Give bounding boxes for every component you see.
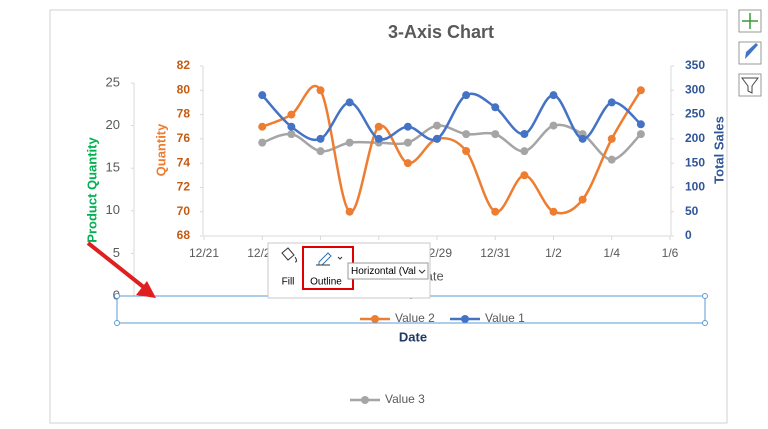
y2-tick-label: 0 xyxy=(685,228,692,242)
y2-tick-label: 50 xyxy=(685,204,699,218)
arrow-shaft xyxy=(86,241,148,291)
legend-label: Value 3 xyxy=(385,392,425,406)
plus-icon xyxy=(742,13,758,29)
data-point xyxy=(316,86,325,95)
y2-tick-label: 150 xyxy=(685,155,705,169)
data-point xyxy=(520,171,529,180)
dropdown-text[interactable]: Horizontal (Val xyxy=(351,266,416,277)
data-point xyxy=(345,98,354,107)
data-point xyxy=(636,120,645,129)
outline-caret xyxy=(337,256,343,260)
data-point xyxy=(316,134,325,143)
legend-marker xyxy=(461,315,469,323)
data-point xyxy=(491,130,500,139)
data-point xyxy=(316,147,325,156)
data-point xyxy=(258,122,267,131)
y3-tick-label: 15 xyxy=(106,160,120,175)
handle[interactable] xyxy=(702,320,708,326)
legend-marker xyxy=(361,396,369,404)
y-tick-label: 70 xyxy=(177,204,191,218)
data-point xyxy=(374,122,383,131)
data-point xyxy=(462,91,471,100)
data-point xyxy=(403,122,412,131)
chart-title: 3-Axis Chart xyxy=(388,22,494,42)
x-tick-label: 12/21 xyxy=(189,246,219,260)
data-point xyxy=(287,130,296,139)
y-tick-label: 82 xyxy=(177,58,191,72)
dropdown-caret xyxy=(418,269,426,274)
mini-toolbar: Fill Outline Horizontal (Val xyxy=(267,242,431,299)
y2-axis-title: Total Sales xyxy=(711,116,726,184)
y-tick-label: 72 xyxy=(177,180,191,194)
y-tick-label: 76 xyxy=(177,131,191,145)
data-point xyxy=(258,91,267,100)
element-dropdown[interactable] xyxy=(347,262,429,280)
data-point xyxy=(607,134,616,143)
filter-button[interactable] xyxy=(738,73,762,97)
y-axis-title: Quantity xyxy=(153,123,168,176)
data-point xyxy=(549,207,558,216)
data-point xyxy=(403,138,412,147)
data-point xyxy=(520,130,529,138)
data-point xyxy=(607,155,616,164)
y3-tick-label: 5 xyxy=(113,245,120,260)
brush-icon xyxy=(745,43,758,59)
chart-frame xyxy=(49,9,728,424)
legend-label: Value 1 xyxy=(485,311,525,325)
y2-tick-label: 100 xyxy=(685,180,705,194)
data-point xyxy=(578,134,587,143)
data-point xyxy=(636,86,645,95)
legend-marker xyxy=(371,315,379,323)
y3-tick-label: 10 xyxy=(106,202,120,217)
y-tick-label: 68 xyxy=(177,228,191,242)
y3-tick-label: 25 xyxy=(106,74,120,89)
data-point xyxy=(433,121,441,130)
handle[interactable] xyxy=(114,320,120,326)
data-point xyxy=(374,134,383,143)
fill-icon[interactable] xyxy=(281,247,297,263)
y2-tick-label: 350 xyxy=(685,58,705,72)
handle[interactable] xyxy=(114,293,120,299)
data-point xyxy=(520,147,529,156)
data-point xyxy=(287,110,296,119)
data-point xyxy=(403,159,412,168)
funnel-icon xyxy=(741,77,759,94)
y2-tick-label: 200 xyxy=(685,131,705,145)
y-tick-label: 74 xyxy=(177,155,191,169)
x-tick-label: 1/4 xyxy=(603,246,620,260)
handle[interactable] xyxy=(702,293,708,299)
data-point xyxy=(549,91,558,100)
outline-label[interactable]: Outline xyxy=(310,277,342,288)
y2-tick-label: 250 xyxy=(685,107,705,121)
y3-axis-title: Product Quantity xyxy=(84,137,99,243)
data-point xyxy=(607,98,616,107)
x-tick-label: 1/2 xyxy=(545,246,562,260)
x-tick-label: 1/6 xyxy=(662,246,679,260)
chart: 6870727476788082050100150200250300350051… xyxy=(84,58,726,406)
data-point xyxy=(433,134,441,143)
fill-label[interactable]: Fill xyxy=(282,277,295,288)
side-buttons xyxy=(738,9,762,97)
y-tick-label: 80 xyxy=(177,82,191,96)
data-point xyxy=(549,121,558,130)
selected-title: Date xyxy=(399,329,427,344)
data-point xyxy=(636,130,645,139)
data-point xyxy=(462,147,471,155)
y3-tick-label: 20 xyxy=(106,117,120,132)
data-point xyxy=(258,138,267,147)
y2-tick-label: 300 xyxy=(685,82,705,96)
legend-label: Value 2 xyxy=(395,311,435,325)
data-point xyxy=(491,103,500,112)
x-tick-label: 12/31 xyxy=(480,246,510,260)
data-point xyxy=(287,122,296,131)
data-point xyxy=(578,195,587,204)
data-point xyxy=(345,138,354,147)
data-point xyxy=(345,207,354,216)
arrow-head xyxy=(136,281,156,298)
data-point xyxy=(491,207,500,216)
y-tick-label: 78 xyxy=(177,107,191,121)
data-point xyxy=(462,130,471,139)
